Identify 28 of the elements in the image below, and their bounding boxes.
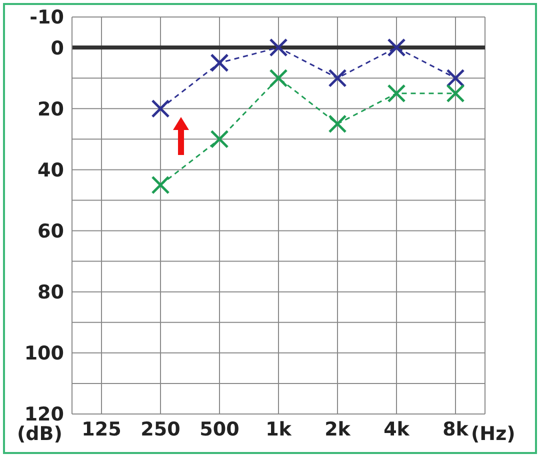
y-tick-label: 60 [38,220,64,243]
x-tick-label: 1k [266,418,292,440]
point [210,130,229,148]
x-tick-label: 4k [384,418,410,440]
x-tick-label: 2k [324,418,351,440]
point [328,68,347,88]
y-tick-label: -10 [30,6,64,29]
point [269,38,288,57]
y-tick-label: 80 [38,282,64,304]
y-tick-label: 120 [24,404,64,426]
point [151,176,170,194]
x-tick-label: 500 [200,418,240,440]
point [446,84,465,103]
point [328,114,347,134]
y-axis-title: (dB) [17,423,62,445]
point [269,68,288,88]
point [387,38,406,57]
y-tick-label: 0 [50,37,64,60]
point [210,54,229,72]
point [151,99,170,118]
x-tick-label: 125 [82,418,122,440]
y-tick-label: 20 [38,98,64,120]
y-tick-label: 100 [24,342,64,365]
x-tick-label: 250 [140,418,180,440]
x-tick-label: 8k [442,418,469,440]
point [387,84,406,103]
x-axis-title: (Hz) [471,423,516,445]
y-tick-label: 40 [38,159,64,182]
